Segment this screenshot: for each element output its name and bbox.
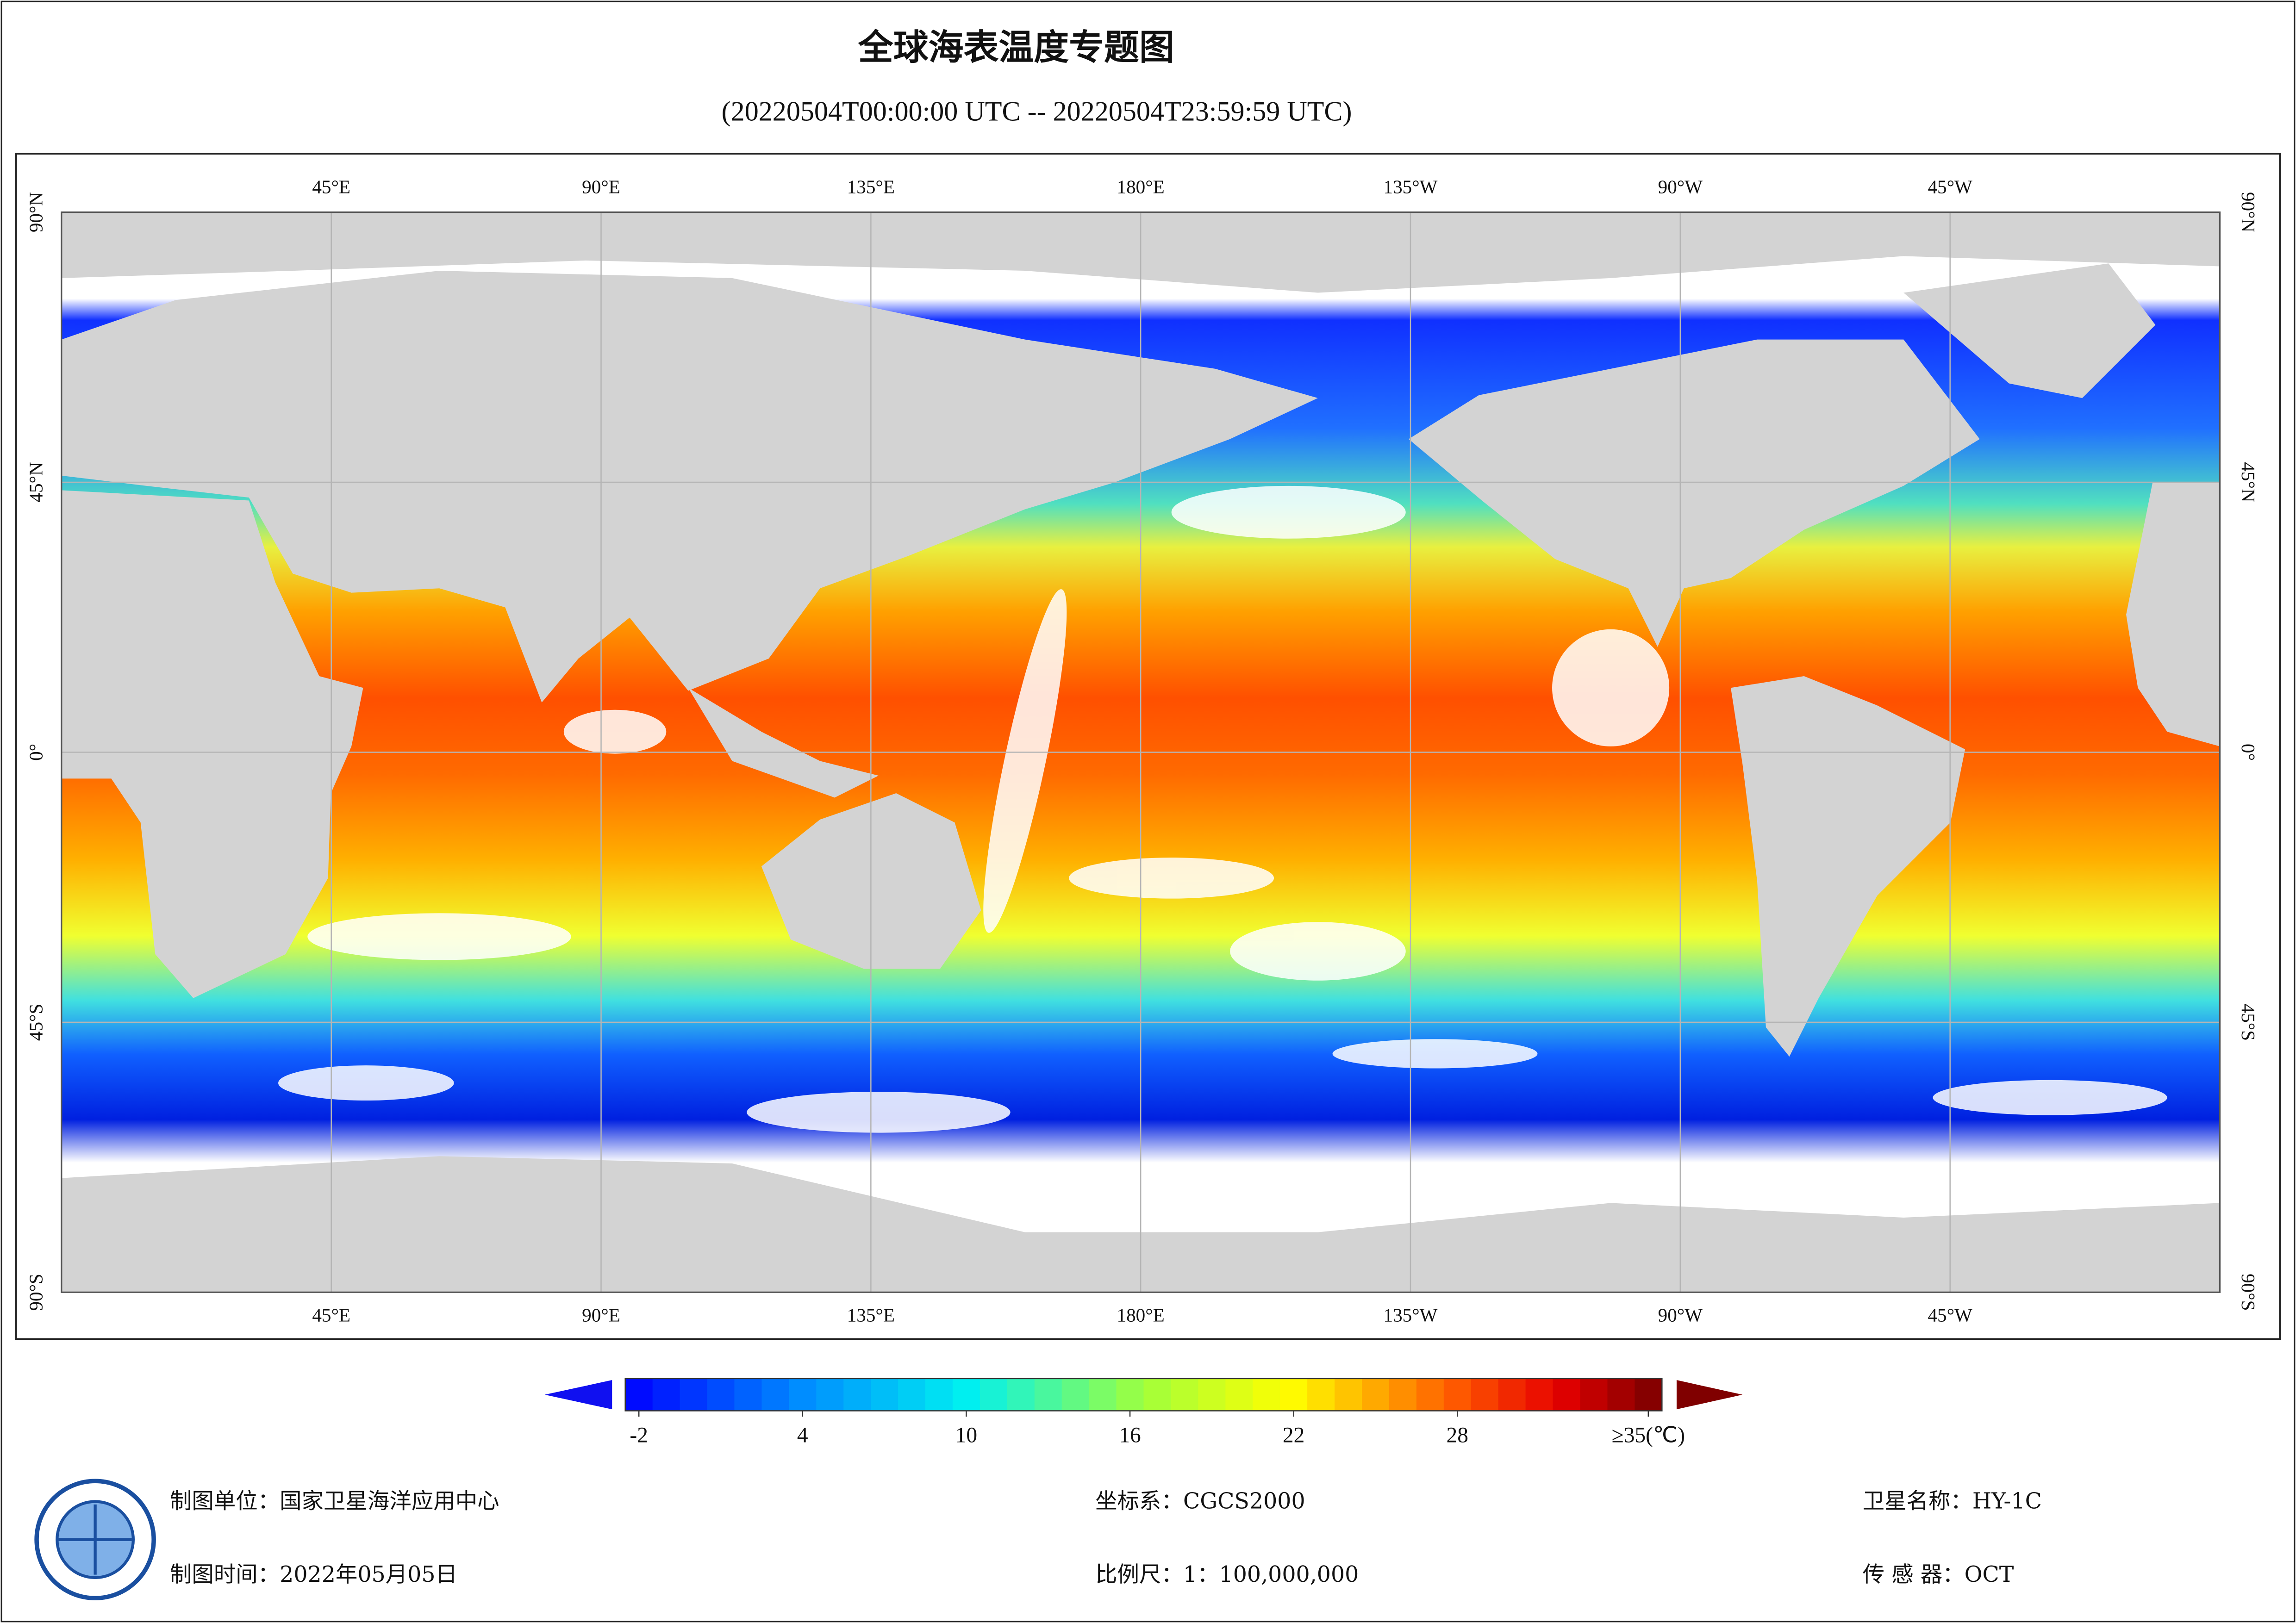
title: 全球海表温度专题图: [858, 27, 1174, 68]
colorbar-step: [1443, 1378, 1472, 1411]
colorbar-step: [1416, 1378, 1444, 1411]
colorbar-step: [871, 1378, 899, 1411]
colorbar-tick-label: 10: [955, 1423, 977, 1447]
colorbar-under-arrow: [544, 1380, 612, 1410]
colorbar-step: [1553, 1378, 1581, 1411]
colorbar-tick-label: 28: [1447, 1423, 1468, 1447]
lat-label-left: 90°S: [25, 1274, 47, 1311]
colorbar-step: [1580, 1378, 1608, 1411]
colorbar-step: [1171, 1378, 1199, 1411]
colorbar-step: [952, 1378, 980, 1411]
footer-time: 制图时间：2022年05月05日: [170, 1562, 457, 1587]
lon-label-bottom: 90°E: [582, 1305, 620, 1326]
colorbar-over-arrow: [1676, 1380, 1743, 1410]
colorbar-step: [1280, 1378, 1308, 1411]
colorbar-step: [1635, 1378, 1663, 1411]
colorbar-step: [1007, 1378, 1035, 1411]
colorbar-step: [898, 1378, 926, 1411]
colorbar-step: [1225, 1378, 1254, 1411]
colorbar-step: [707, 1378, 735, 1411]
map-frame-inner: [61, 211, 2221, 1293]
colorbar-outline: [624, 1378, 1663, 1412]
colorbar-step: [980, 1378, 1008, 1411]
colorbar-tick-label: 4: [797, 1423, 808, 1447]
colorbar-step: [1307, 1378, 1335, 1411]
colorbar-tick-label: 16: [1119, 1423, 1141, 1447]
lon-label-bottom: 135°E: [847, 1305, 895, 1326]
lon-label-bottom: 135°W: [1384, 1305, 1438, 1326]
colorbar-step: [1089, 1378, 1117, 1411]
colorbar-step: [789, 1378, 817, 1411]
lat-label-right: 90°S: [2238, 1274, 2259, 1311]
colorbar-step: [843, 1378, 872, 1411]
colorbar-step: [652, 1378, 680, 1411]
colorbar-step: [1198, 1378, 1226, 1411]
lat-label-right: 45°S: [2238, 1004, 2259, 1041]
colorbar-tick-label: -2: [630, 1423, 648, 1447]
lon-label-bottom: 90°W: [1658, 1305, 1703, 1326]
colorbar-step: [1525, 1378, 1554, 1411]
lat-label-left: 45°S: [25, 1004, 47, 1041]
lon-label-top: 180°E: [1117, 176, 1165, 197]
lon-label-bottom: 45°E: [312, 1305, 350, 1326]
colorbar-step: [925, 1378, 953, 1411]
lat-label-right: 0°: [2238, 744, 2259, 761]
lon-label-top: 45°E: [312, 176, 350, 197]
lat-label-left: 90°N: [25, 192, 47, 232]
footer-scale: 比例尺：1：100,000,000: [1095, 1562, 1359, 1587]
footer-unit: 制图单位：国家卫星海洋应用中心: [170, 1489, 499, 1514]
colorbar-step: [1335, 1378, 1362, 1411]
colorbar-step: [1389, 1378, 1417, 1411]
lat-label-right: 45°N: [2238, 462, 2259, 502]
lon-label-top: 135°E: [847, 176, 895, 197]
colorbar-tick-label: 22: [1283, 1423, 1304, 1447]
colorbar-step: [734, 1378, 762, 1411]
colorbar-step: [761, 1378, 790, 1411]
colorbar-tick-label: ≥35(℃): [1612, 1423, 1685, 1447]
subtitle: (20220504T00:00:00 UTC -- 20220504T23:59…: [722, 95, 1352, 126]
colorbar-step: [1143, 1378, 1172, 1411]
colorbar-step: [1034, 1378, 1062, 1411]
lon-label-top: 90°E: [582, 176, 620, 197]
lon-label-top: 45°W: [1928, 176, 1972, 197]
lon-label-bottom: 45°W: [1928, 1305, 1972, 1326]
logo: [34, 1479, 156, 1600]
lat-label-left: 0°: [25, 744, 47, 761]
lon-label-bottom: 180°E: [1117, 1305, 1165, 1326]
colorbar-step: [1362, 1378, 1390, 1411]
map-body: [61, 212, 2220, 1293]
colorbar-step: [1061, 1378, 1090, 1411]
footer-crs: 坐标系：CGCS2000: [1095, 1489, 1305, 1514]
colorbar-step: [680, 1378, 708, 1411]
map-frame-outer: [15, 153, 2281, 1340]
colorbar-step: [1607, 1378, 1635, 1411]
colorbar: -2 4 10 16 22 28 ≥35(℃): [624, 1378, 1685, 1447]
lat-label-left: 45°N: [25, 462, 47, 502]
colorbar-step: [816, 1378, 844, 1411]
colorbar-step: [1116, 1378, 1144, 1411]
lon-label-top: 90°W: [1658, 176, 1703, 197]
colorbar-step: [1253, 1378, 1281, 1411]
footer-satellite: 卫星名称：HY-1C: [1863, 1489, 2042, 1514]
colorbar-step: [625, 1378, 653, 1411]
colorbar-step: [1498, 1378, 1526, 1411]
footer-sensor: 传 感 器：OCT: [1863, 1562, 2014, 1587]
lat-label-right: 90°N: [2238, 192, 2259, 232]
lon-label-top: 135°W: [1384, 176, 1438, 197]
colorbar-step: [1471, 1378, 1499, 1411]
